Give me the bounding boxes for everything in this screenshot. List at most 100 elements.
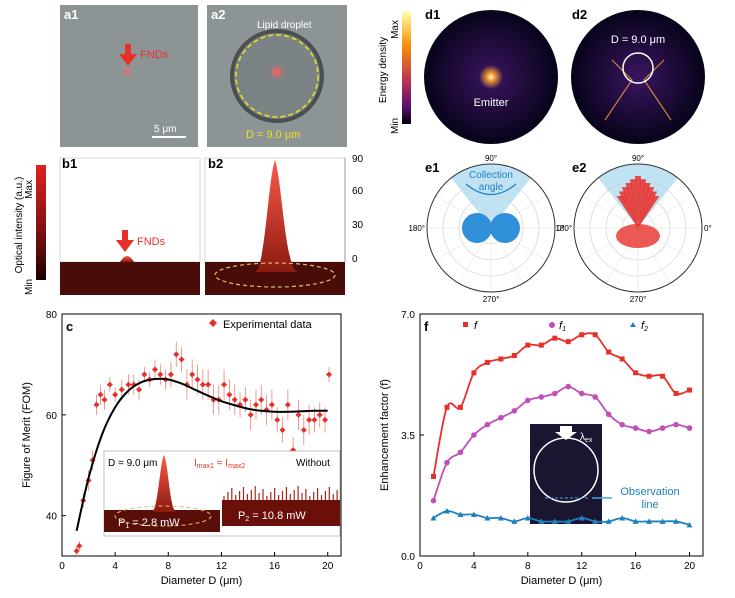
d-colorbar — [402, 12, 411, 124]
panel-label-c: c — [66, 319, 73, 334]
data-point-f — [646, 373, 652, 379]
panel-label-e1: e1 — [425, 160, 439, 175]
emission-lobe — [490, 213, 520, 243]
data-point — [106, 381, 113, 388]
b1-surface — [60, 262, 200, 295]
b2-ztick-30: 30 — [352, 220, 364, 231]
data-point — [194, 376, 201, 383]
data-point-f2 — [578, 514, 585, 521]
x-tick-label: 4 — [112, 561, 118, 572]
data-point-f1 — [605, 411, 612, 418]
data-point — [205, 381, 212, 388]
data-point-f — [619, 356, 625, 362]
data-point-f — [538, 342, 544, 348]
y-tick-label: 40 — [46, 512, 58, 523]
a2-diameter-label: D = 9.0 μm — [246, 129, 300, 141]
legend-marker-f — [463, 322, 468, 327]
a2-lipid-label: Lipid droplet — [257, 20, 312, 31]
c-inset: D = 9.0 μm Imax1 = Imax2 Without P1 = 2.8 m… — [103, 450, 341, 537]
inset-excitation-arrow-icon — [555, 426, 577, 440]
data-point-f1 — [551, 390, 558, 397]
panel-label-a2: a2 — [211, 7, 225, 22]
a2-fnd-spot — [269, 64, 285, 80]
data-point-f2 — [673, 518, 680, 524]
a1-scale-label: 5 μm — [154, 124, 176, 135]
data-point-f2 — [646, 518, 653, 524]
b-colorbar-min: Min — [24, 279, 35, 295]
plot-frame — [61, 313, 342, 557]
b2-ztick-0: 0 — [352, 254, 358, 265]
data-point — [279, 426, 286, 433]
inset-without-label: Without — [296, 458, 330, 469]
angle-90: 90° — [632, 154, 644, 163]
inset-p1-label: P1 = 2.8 mW — [118, 517, 180, 530]
y-axis-label: Enhancement factor (f) — [379, 379, 391, 491]
data-point-f — [579, 332, 585, 338]
x-tick-label: 20 — [322, 561, 334, 572]
panel-c-chart: 0 4 8 12 16 20 40 60 80 Diameter D (μm) Figure of … — [21, 310, 342, 587]
y-axis-label: Figure of Merit (FOM) — [21, 382, 33, 488]
emission-lobe — [462, 213, 492, 243]
data-point — [136, 386, 143, 393]
panel-label-f: f — [424, 319, 429, 334]
fit-curve — [75, 377, 328, 532]
data-point — [247, 411, 254, 418]
data-point-f2 — [484, 514, 491, 521]
x-tick-label: 8 — [166, 561, 172, 572]
data-point-f2 — [619, 514, 626, 521]
inset-peak-left — [152, 455, 176, 512]
b-colorbar-label: Optical intensity (a.u.) — [14, 177, 25, 274]
y-tick-label: 3.5 — [401, 431, 415, 442]
data-point-f — [471, 370, 477, 376]
data-point — [141, 371, 148, 378]
data-point-f — [457, 404, 463, 410]
data-point-f1 — [525, 397, 531, 404]
angle-180: 180° — [555, 224, 572, 233]
b1-arrow-icon — [116, 230, 134, 252]
panel-label-a1: a1 — [64, 7, 78, 22]
data-point-f2 — [659, 518, 666, 524]
data-point-f1 — [471, 432, 477, 438]
polar-outline — [426, 163, 556, 293]
a1-fnds-label: FNDs — [140, 49, 169, 61]
data-point — [242, 396, 249, 403]
emission-ray — [616, 195, 638, 228]
angle-0: 0° — [704, 224, 712, 233]
panel-b: Max Min Optical intensity (a.u.) FNDs b1… — [14, 154, 364, 295]
data-point — [73, 547, 80, 554]
inset-d-label: D = 9.0 μm — [108, 458, 157, 469]
x-tick-label: 12 — [576, 561, 588, 572]
inset-surface-right — [222, 500, 340, 526]
data-point — [274, 416, 281, 423]
angle-180: 180° — [408, 224, 425, 233]
x-tick-label: 0 — [417, 561, 423, 572]
observation-label: Observation — [620, 486, 679, 498]
data-point — [322, 416, 329, 423]
panel-label-d1: d1 — [425, 7, 440, 22]
polar-spoke — [582, 195, 639, 229]
data-point-f2 — [632, 518, 639, 524]
emission-ray — [638, 187, 655, 228]
data-point-f — [511, 352, 517, 358]
data-point-f2 — [551, 518, 558, 524]
inset-dashed-ellipse — [114, 505, 212, 527]
data-point — [226, 391, 233, 398]
x-tick-label: 20 — [684, 561, 696, 572]
data-point — [306, 416, 313, 423]
emission-ray — [638, 195, 660, 228]
a1-arrow-icon — [119, 44, 137, 66]
d-colorbar-min: Min — [390, 118, 401, 134]
data-point — [221, 381, 228, 388]
emission-lobes — [616, 176, 660, 248]
data-point-f2 — [457, 511, 464, 518]
data-point-f1 — [619, 421, 625, 428]
data-point-f2 — [443, 508, 450, 514]
data-point — [157, 371, 164, 378]
data-point-f1 — [457, 449, 464, 456]
data-point — [76, 542, 83, 549]
data-point-f2 — [524, 514, 531, 521]
data-point-f — [606, 349, 612, 355]
data-point — [295, 411, 302, 418]
a2-dashed-outline — [235, 34, 319, 118]
